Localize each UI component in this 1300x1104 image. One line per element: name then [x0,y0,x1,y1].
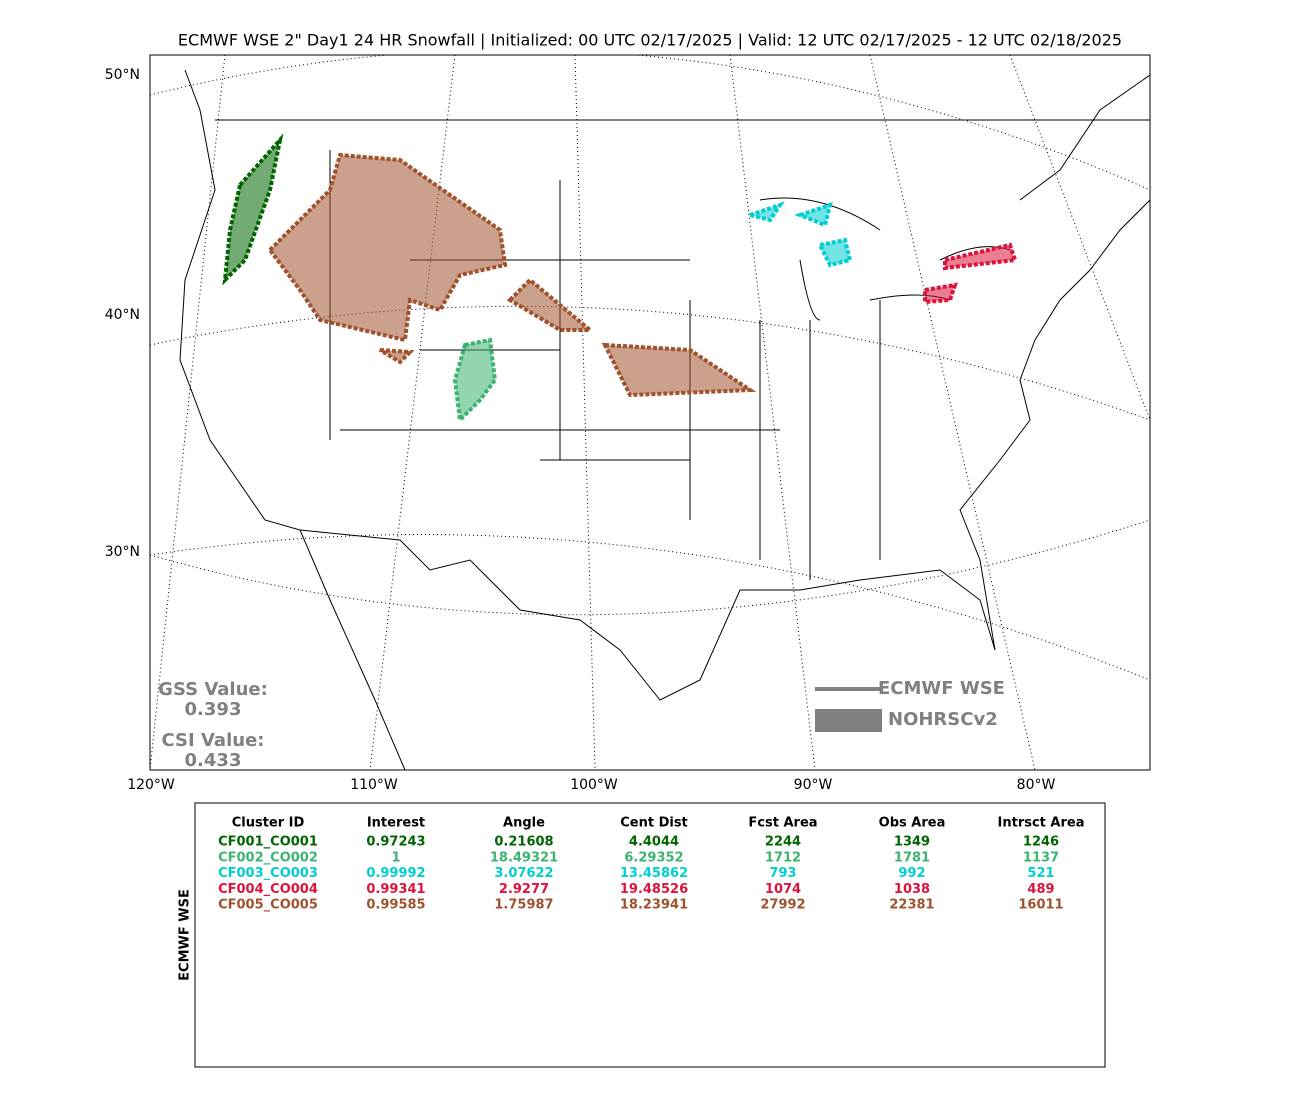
cluster-1 [222,133,284,286]
table-cell: 4.4044 [629,835,679,850]
table-cell: 22381 [889,898,934,913]
table-cell: 1074 [765,882,801,897]
title: ECMWF WSE 2" Day1 24 HR Snowfall | Initi… [178,31,1122,50]
lat-label: 40°N [105,307,140,323]
graticule [150,534,1150,681]
map-frame [149,54,1151,771]
table-cell: 19.48526 [620,882,688,897]
lon-label: 100°W [570,777,618,793]
legend-swatch [815,709,882,732]
table-cell: 1712 [765,850,801,865]
graticule [150,305,1150,421]
lat-label: 30°N [105,544,140,560]
table-cell: 13.45862 [620,866,688,881]
column-header: Angle [503,816,545,831]
table-cell: 1246 [1023,835,1059,850]
column-header: Cent Dist [620,816,688,831]
cluster-4 [923,242,1018,305]
cluster-3 [742,201,853,268]
lon-label: 90°W [794,777,833,793]
table-cell: 1 [391,850,400,865]
csi-value: 0.433 [185,750,242,771]
lat-label: 50°N [105,67,140,83]
column-header: Cluster ID [232,816,305,831]
gss-value: 0.393 [185,699,242,720]
column-header: Obs Area [879,816,946,831]
table-cell: 0.99992 [366,866,425,881]
legend-label: NOHRSCv2 [888,709,998,730]
table-cell: 1137 [1023,850,1059,865]
csi-label: CSI Value: [162,730,265,751]
table-cell: 1349 [894,835,930,850]
table-cell: 2244 [765,835,801,850]
lon-label: 120°W [127,777,175,793]
table-cell: 521 [1027,866,1054,881]
table-cell: 793 [769,866,796,881]
legend-label: ECMWF WSE [878,678,1005,699]
lon-label: 110°W [350,777,398,793]
table-cell: 18.49321 [490,850,558,865]
table-cell: 6.29352 [624,850,683,865]
cluster-2 [452,337,498,425]
table-cell: 3.07622 [494,866,553,881]
table-cell: 2.9277 [499,882,549,897]
table-cell: 0.99341 [366,882,425,897]
table-cell: 489 [1027,882,1054,897]
table-cell: 1.75987 [494,898,553,913]
column-header: Fcst Area [748,816,817,831]
map: 50°N 40°N 30°N 120°W 110°W 100°W 90°W 80… [105,54,1151,793]
table-cell: 27992 [760,898,805,913]
table-cell: CF005_CO005 [218,898,318,913]
graticule [574,55,596,770]
table-cell: 18.23941 [620,898,688,913]
column-header: Intrsct Area [998,816,1085,831]
table-cell: 0.21608 [494,835,553,850]
great-lakes [759,197,1011,321]
table-cell: 992 [898,866,925,881]
table-cell: CF003_CO003 [218,866,318,881]
column-header: Interest [367,816,425,831]
graticule [729,55,816,770]
stats-table: ECMWF WSE Cluster ID Interest Angle Cent Di… [178,802,1106,1068]
table-cell: 0.99585 [366,898,425,913]
coastline [179,69,1150,770]
table-cell: CF001_CO001 [218,835,318,850]
graticule [369,55,456,770]
table-cell: 16011 [1018,898,1063,913]
cluster-5 [267,152,757,398]
table-cell: 1038 [894,882,930,897]
lon-label: 80°W [1017,777,1056,793]
table-cell: CF004_CO004 [218,882,318,897]
table-cell: 0.97243 [366,835,425,850]
table-frame [194,802,1106,1068]
table-side-label: ECMWF WSE [178,889,193,981]
table-cell: CF002_CO002 [218,850,318,865]
gss-label: GSS Value: [158,679,268,700]
table-cell: 1781 [894,850,930,865]
